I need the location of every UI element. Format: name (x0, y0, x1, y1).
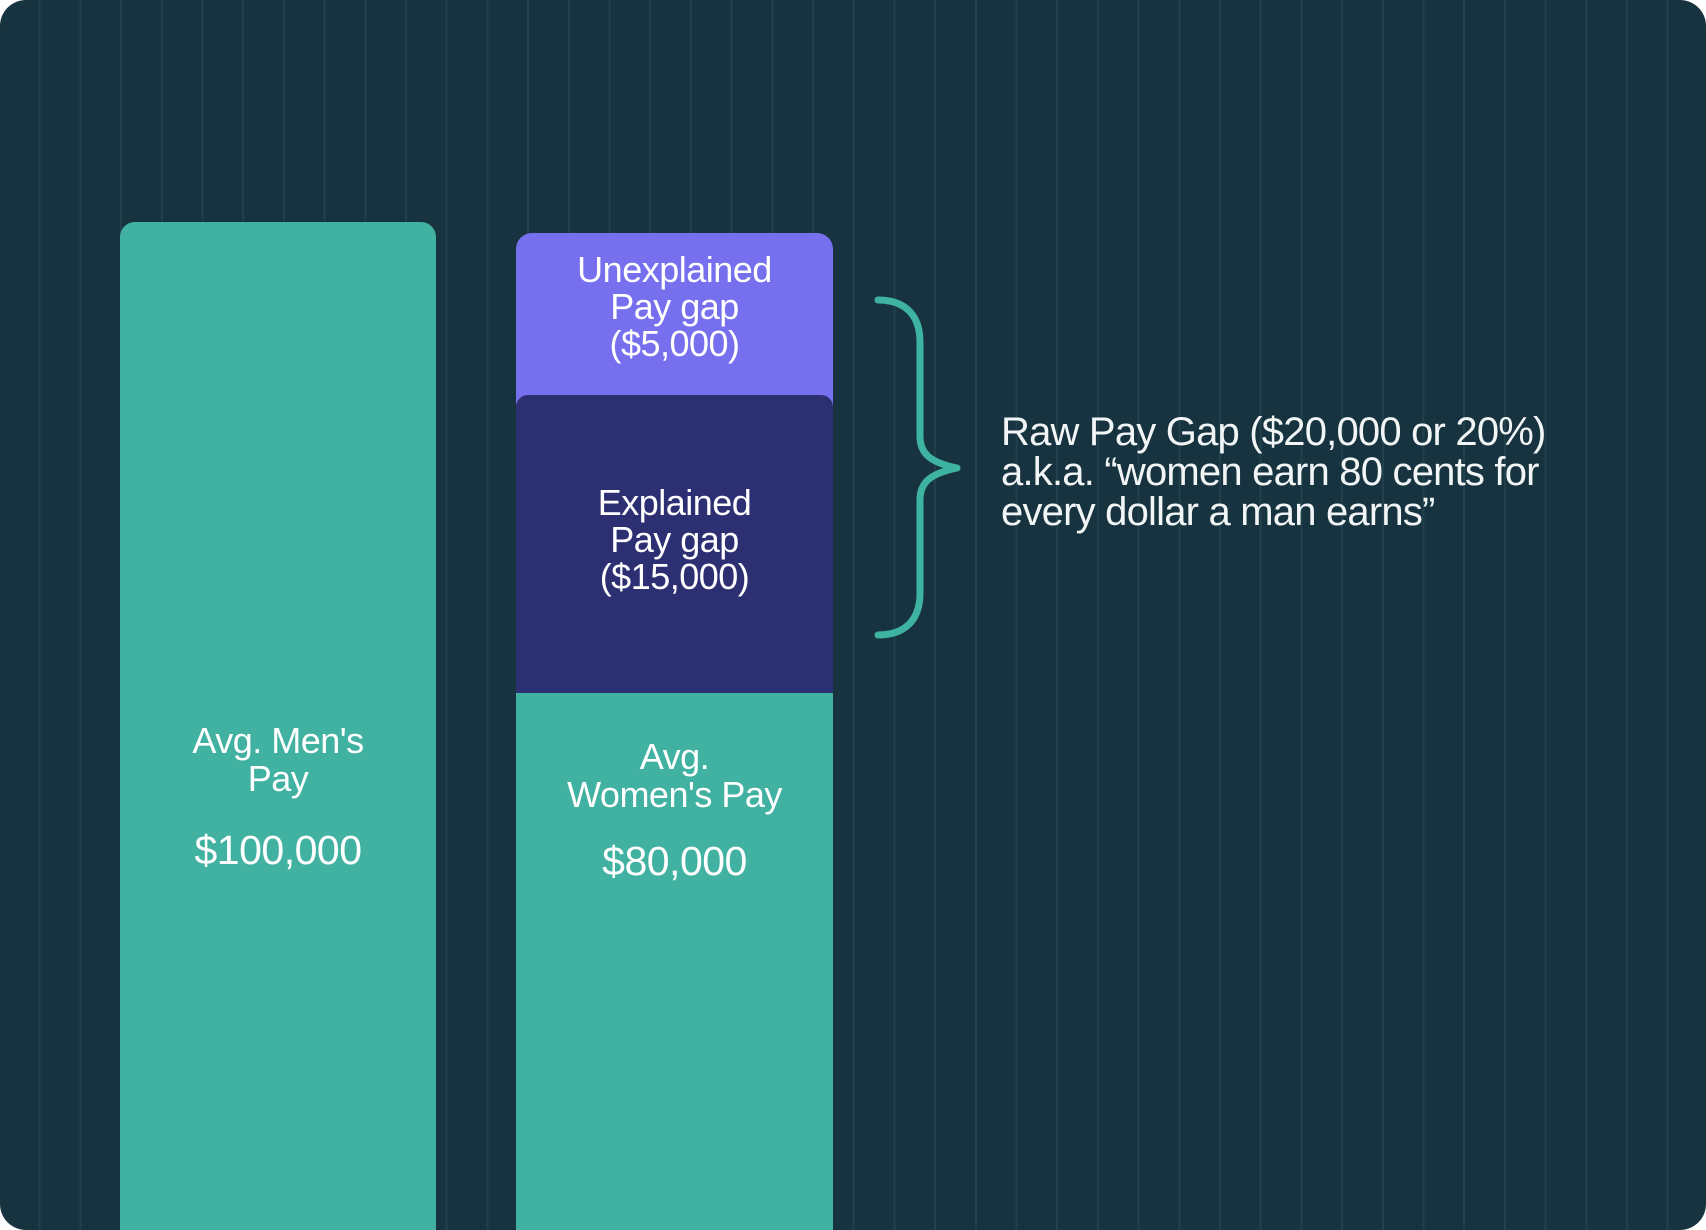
annotation-line1: Raw Pay Gap ($20,000 or 20%) (1001, 410, 1546, 454)
women-pay-value: $80,000 (602, 838, 747, 884)
unexplained-segment-line1: Unexplained (577, 248, 772, 290)
unexplained-segment-value: ($5,000) (609, 322, 740, 364)
explained-pay-gap-segment: Explained Pay gap ($15,000) (516, 395, 833, 707)
explained-segment-line2: Pay gap (610, 518, 739, 560)
women-pay-label-line2: Women's Pay (567, 774, 782, 815)
women-pay-label-line1: Avg. (639, 736, 710, 777)
women-pay-label: Avg. Women's Pay (516, 738, 833, 814)
explained-segment-value: ($15,000) (599, 555, 750, 597)
unexplained-pay-gap-segment: Unexplained Pay gap ($5,000) (516, 233, 833, 409)
women-pay-bar: Unexplained Pay gap ($5,000) Explained P… (516, 233, 833, 1230)
curly-brace-path (874, 296, 961, 639)
men-pay-label-line2: Pay (247, 758, 309, 799)
women-pay-segment: Avg. Women's Pay $80,000 (516, 693, 833, 1230)
unexplained-segment-line2: Pay gap (610, 285, 739, 327)
explained-segment-line1: Explained (597, 481, 752, 523)
annotation-line2: a.k.a. “women earn 80 cents for (1001, 450, 1540, 494)
men-pay-bar: Avg. Men's Pay $100,000 (120, 222, 436, 1230)
annotation-line3: every dollar a man earns” (1001, 490, 1435, 534)
raw-pay-gap-annotation: Raw Pay Gap ($20,000 or 20%) a.k.a. “wom… (1001, 412, 1546, 532)
men-pay-value: $100,000 (194, 827, 362, 873)
men-pay-label: Avg. Men's Pay (120, 722, 436, 798)
men-pay-label-line1: Avg. Men's (192, 720, 364, 761)
